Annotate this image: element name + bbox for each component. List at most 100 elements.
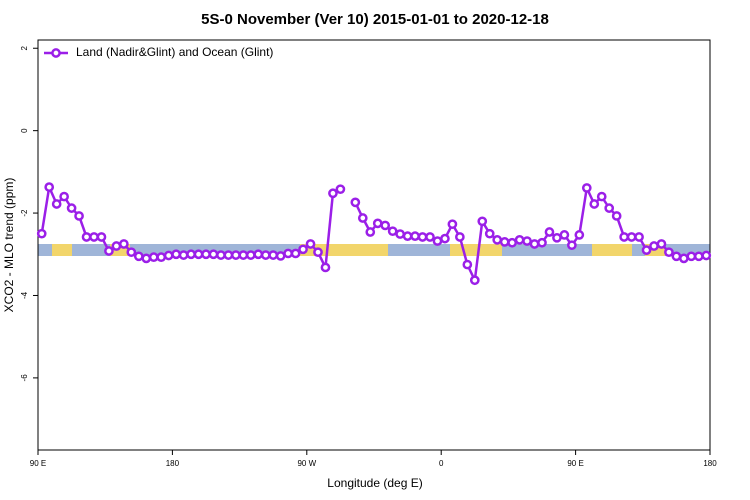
data-point [126,247,137,258]
x-tick-label: 90 W [297,459,316,468]
data-point [119,239,129,249]
data-point [611,211,622,221]
data-point [604,203,615,213]
data-point [260,250,271,260]
data-point [634,232,644,242]
data-point [596,191,607,202]
data-point [544,227,555,237]
data-point [350,197,361,208]
data-point [574,230,585,240]
data-point [148,252,159,263]
y-tick-label: 0 [20,128,29,133]
data-point [36,228,47,239]
data-point [156,252,167,263]
data-point [305,239,316,249]
data-point [387,226,398,237]
data-point [51,199,62,209]
data-point [641,245,652,256]
y-tick-label: -4 [20,291,29,299]
data-point [283,248,293,259]
data-point [589,199,600,209]
data-point [537,237,547,248]
data-point [664,247,674,258]
data-point [357,213,368,223]
x-tick-label: 90 E [30,459,46,468]
data-point [201,249,211,260]
data-point [313,247,323,258]
data-point [238,250,249,260]
x-axis-label: Longitude (deg E) [327,476,422,490]
y-tick-label: 2 [20,45,29,50]
data-point [163,250,174,261]
chart-title: 5S-0 November (Ver 10) 2015-01-01 to 202… [201,11,549,28]
data-point [231,250,241,260]
data-point [328,188,338,199]
data-point [178,250,189,260]
data-point [701,250,712,261]
data-point [141,253,152,264]
data-point [59,191,69,202]
data-point [253,249,264,260]
data-point [186,249,196,260]
data-point [626,232,637,242]
data-point [499,237,510,247]
data-point [245,250,256,260]
data-point [447,219,458,230]
data-point [567,240,577,251]
data-point [268,250,279,260]
data-point [410,231,420,241]
data-point [425,232,435,242]
data-point [462,259,473,270]
legend-label: Land (Nadir&Glint) and Ocean (Glint) [76,45,273,59]
legend-marker [51,48,61,58]
data-point [522,236,532,246]
data-point [96,232,107,242]
data-point [372,218,383,229]
data-point [44,182,55,192]
data-point [81,232,92,242]
data-point [455,232,465,242]
data-point [216,250,226,260]
x-tick-label: 180 [703,459,717,468]
data-point [432,236,443,246]
data-point [335,184,346,195]
data-point [402,231,413,241]
data-point [320,262,331,273]
data-point [559,230,570,240]
data-point [552,232,562,243]
data-point [417,232,428,242]
y-axis-label: XCO2 - MLO trend (ppm) [2,178,16,313]
plot-frame [37,39,711,451]
data-point [440,233,450,244]
data-point [581,183,592,193]
data-point [514,234,525,245]
data-point [223,250,234,260]
data-point [290,248,301,259]
data-point [469,275,480,286]
data-point [298,244,308,255]
x-tick-label: 0 [439,459,444,468]
data-point [656,239,667,249]
data-point [133,251,144,262]
data-point [649,241,659,251]
data-point [484,228,495,239]
data-point [193,249,204,260]
data-point [619,232,629,242]
data-point [89,232,99,242]
data-point [380,220,391,231]
data-point [507,237,517,248]
x-tick-label: 90 E [567,459,583,468]
data-point [477,216,488,227]
x-tick-label: 180 [166,459,180,468]
data-point [679,253,689,264]
data-point [275,251,286,261]
data-point [671,251,682,262]
data-point [66,203,77,213]
data-point [111,241,122,251]
y-tick-label: -2 [20,209,29,217]
data-point [104,246,114,256]
data-point [492,234,503,245]
y-tick-label: -6 [20,374,29,382]
data-point [686,251,697,262]
